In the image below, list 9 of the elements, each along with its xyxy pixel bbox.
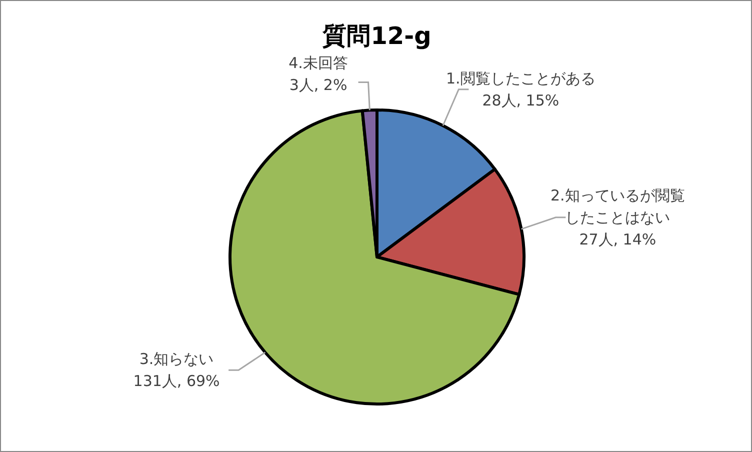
slice-label: 3.知らない [139, 350, 214, 368]
slice-label: 1.閲覧したことがある [446, 69, 596, 88]
data-label: 131人, 69% [133, 372, 220, 390]
slice-label: 2.知っているが閲覧したことはない [550, 186, 685, 226]
data-label: 27人, 14% [579, 230, 656, 248]
data-label: 28人, 15% [482, 91, 560, 110]
data-label: 3人, 2% [289, 76, 348, 94]
chart-title: 質問12-g [322, 22, 432, 50]
slice-label: 4.未回答 [288, 54, 348, 72]
